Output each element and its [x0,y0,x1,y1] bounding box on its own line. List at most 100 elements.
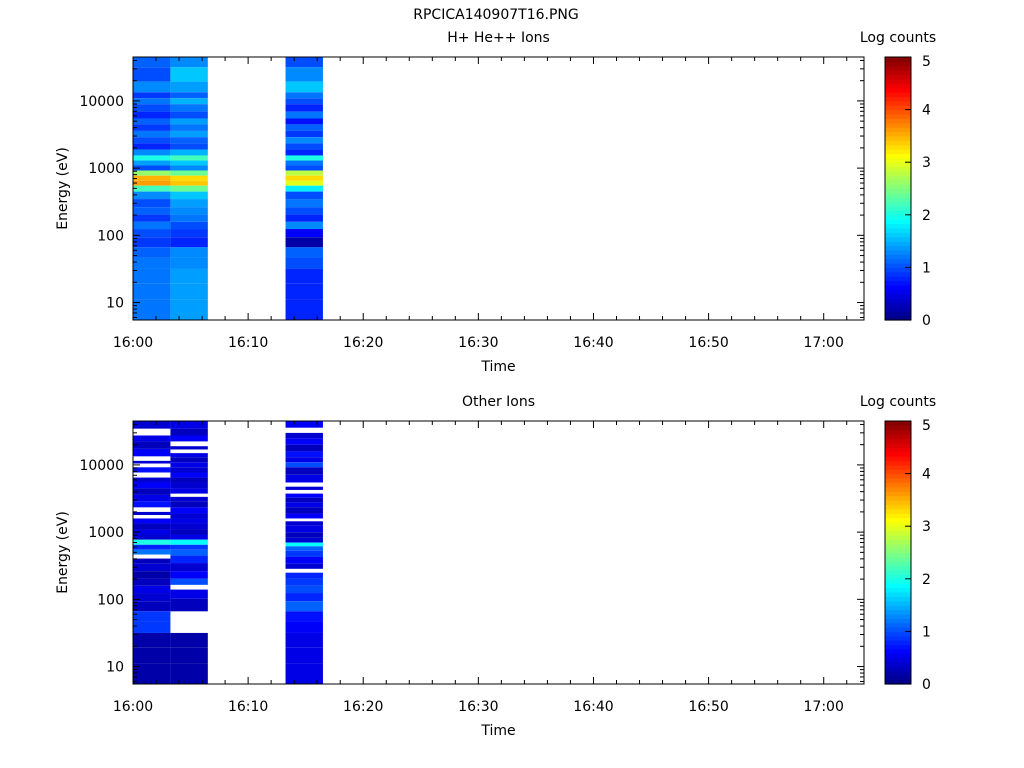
heatmap-cell [133,523,171,530]
colorbar: 0 1 2 3 4 5 Log counts [860,30,936,329]
plot-frame [132,420,865,685]
heatmap-cell [285,572,323,579]
heatmap-cell [133,621,171,633]
colorbar-swatch [885,263,911,268]
colorbar-swatch [885,548,911,554]
x-tick-label: 16:20 [343,335,383,351]
colorbar-swatch [885,258,911,264]
colorbar: 0 1 2 3 4 5 Log counts [860,394,936,693]
colorbar-tick-label: 5 [922,418,931,434]
colorbar-swatch [885,236,911,242]
colorbar-swatch [885,534,911,540]
colorbar-swatch [885,574,911,580]
colorbar-tick-label: 4 [922,103,931,119]
colorbar-swatch [885,434,911,440]
heatmap-cell [285,438,323,445]
heatmap-cell [133,214,171,222]
heatmap-cell [285,130,323,138]
colorbar-swatch [885,280,911,286]
heatmap-cell [133,467,171,473]
heatmap-cells [133,421,323,684]
colorbar-tick-label: 3 [922,155,931,171]
heatmap-cell [133,67,171,82]
colorbar-swatch [885,184,911,190]
heatmap-cell [170,435,208,442]
colorbar-swatch [885,74,911,80]
heatmap-cell [285,451,323,458]
colorbar-swatch [885,105,911,111]
heatmap-cell [133,494,171,502]
heatmap-cell [170,523,208,530]
y-axis-label: Energy (eV) [55,511,71,594]
x-axis-label: Time [480,723,515,739]
x-tick-label: 17:00 [804,699,844,715]
colorbar-swatch [885,460,911,466]
heatmap-cell [285,137,323,144]
y-tick-label: 1000 [88,161,124,177]
colorbar-swatch [885,618,911,624]
heatmap-cell [133,247,171,258]
heatmap-cell [133,663,171,684]
colorbar-swatch [885,135,911,141]
heatmap-cell [133,143,171,150]
heatmap-cell [285,143,323,150]
colorbar-frame [884,420,912,685]
heatmap-cell [285,444,323,452]
colorbar-swatch [885,302,911,308]
y-tick-label: 100 [97,228,124,244]
heatmap-cell [285,563,323,569]
heatmap-cell [285,92,323,99]
heatmap-cell [285,229,323,238]
heatmap-cell [133,549,171,555]
heatmap-cell [170,160,208,166]
colorbar-swatch [885,210,911,216]
colorbar-swatch [885,486,911,492]
x-axis-label: Time [480,359,515,375]
colorbar-swatch [885,122,911,128]
heatmap-cell [285,462,323,468]
heatmap-cell [285,299,323,320]
heatmap-cell [133,124,171,131]
heatmap-cell [170,170,208,176]
colorbar-swatch [885,267,911,273]
colorbar-swatch [885,188,911,194]
colorbar-swatch [885,469,911,475]
heatmap-cell [133,477,171,483]
heatmap-cell [285,593,323,602]
heatmap-cell [170,598,208,612]
heatmap-cell [285,185,323,192]
heatmap-cell [170,663,208,684]
colorbar-swatch [885,100,911,106]
colorbar-swatch [885,556,911,562]
heatmap-cell [285,502,323,508]
heatmap-cell [170,191,208,200]
heatmap-cell [285,421,323,428]
colorbar-swatch [885,83,911,89]
colorbar-swatch [885,631,911,637]
colorbar-swatch [885,482,911,488]
heatmap-cell [170,237,208,248]
colorbar-swatch [885,648,911,654]
heatmap-cell [170,496,208,502]
heatmap-cell [133,299,171,320]
colorbar-swatch [885,87,911,93]
colorbar-swatch [885,149,911,155]
heatmap-cell [170,632,208,648]
heatmap-cell [170,81,208,93]
heatmap-cell [285,199,323,208]
heatmap-cell [133,175,171,181]
heatmap-cell [133,421,171,429]
heatmap-cell [285,81,323,93]
heatmap-cell [285,124,323,131]
heatmap-cell [133,57,171,68]
heatmap-cell [285,155,323,161]
heatmap-cell [133,578,171,586]
heatmap-cell [285,170,323,176]
colorbar-swatch [885,179,911,185]
heatmap-cell [285,513,323,519]
colorbar-swatch [885,451,911,457]
colorbar-swatch [885,127,911,133]
colorbar-swatch [885,162,911,168]
heatmap-cell [285,149,323,156]
heatmap-cell [285,663,323,684]
